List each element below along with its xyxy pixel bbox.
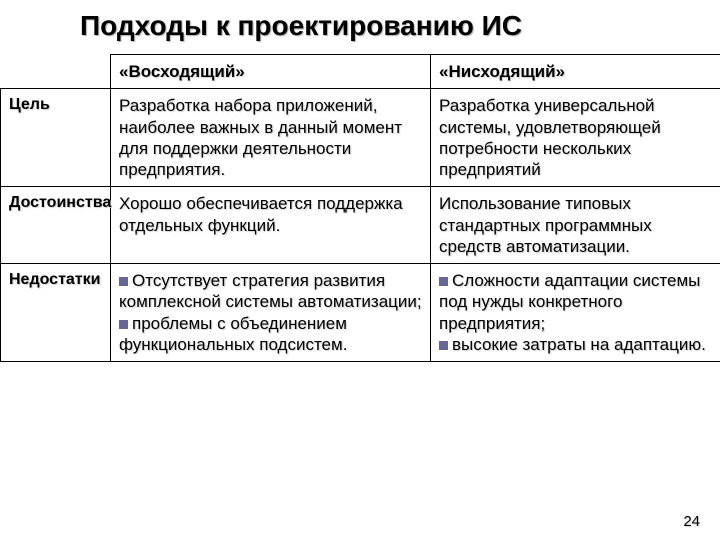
row-cons: Недостатки Отсутствует стратегия развити… [1, 264, 720, 362]
cons-b-item1: Сложности адаптации системы под нужды ко… [439, 271, 700, 333]
row-label-goal: Цель [1, 89, 111, 187]
bullet-icon [119, 277, 128, 286]
comparison-table: «Восходящий» «Нисходящий» Цель Разработк… [0, 54, 720, 362]
corner-cell [1, 55, 111, 89]
cell-goal-a: Разработка набора приложений, наиболее в… [111, 89, 431, 187]
row-label-cons: Недостатки [1, 264, 111, 362]
bullet-icon [439, 277, 448, 286]
cons-a-item2: проблемы с объединением функциональных п… [119, 314, 347, 354]
cons-b-item2: высокие затраты на адаптацию. [452, 335, 706, 354]
slide-title: Подходы к проектированию ИС [0, 0, 720, 54]
row-goal: Цель Разработка набора приложений, наибо… [1, 89, 720, 187]
cell-cons-b: Сложности адаптации системы под нужды ко… [431, 264, 720, 362]
cell-pros-b: Использование типовых стандартных програ… [431, 187, 720, 264]
cell-cons-a: Отсутствует стратегия развития комплексн… [111, 264, 431, 362]
bullet-icon [119, 320, 128, 329]
page-number: 24 [683, 513, 700, 530]
cell-goal-b: Разработка универсальной системы, удовле… [431, 89, 720, 187]
row-label-pros: Достоинства [1, 187, 111, 264]
row-pros: Достоинства Хорошо обеспечивается поддер… [1, 187, 720, 264]
col-header-descending: «Нисходящий» [431, 55, 720, 89]
cell-pros-a: Хорошо обеспечивается поддержка отдельны… [111, 187, 431, 264]
cons-a-item1: Отсутствует стратегия развития комплексн… [119, 271, 422, 311]
table-header-row: «Восходящий» «Нисходящий» [1, 55, 720, 89]
bullet-icon [439, 341, 448, 350]
col-header-ascending: «Восходящий» [111, 55, 431, 89]
